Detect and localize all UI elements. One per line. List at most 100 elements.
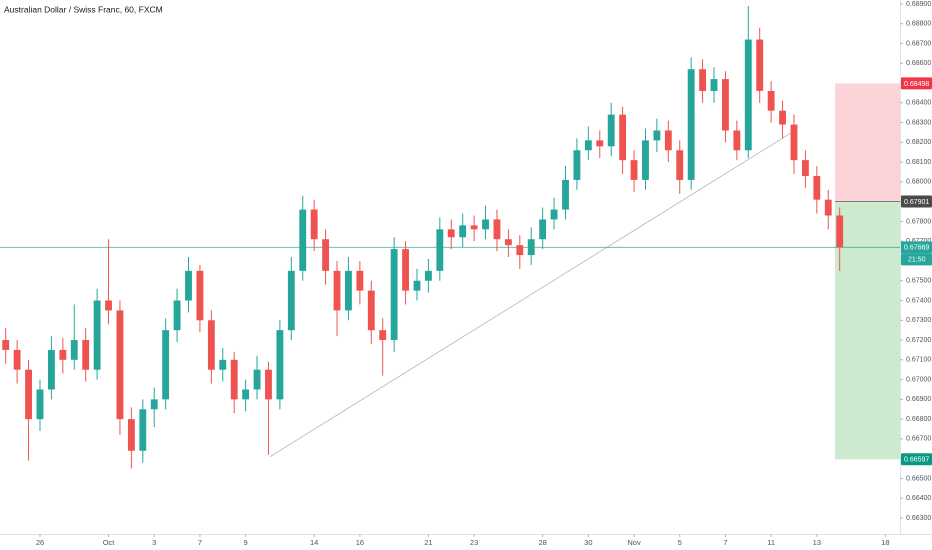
entry-price-tag-bg	[901, 195, 932, 208]
candle-body	[299, 209, 307, 271]
candle-body	[230, 359, 238, 400]
candle-body	[242, 389, 250, 400]
stop-box	[835, 83, 900, 202]
target-price-tag-bg	[901, 453, 932, 466]
candle-body	[345, 270, 352, 311]
overlay-layer: 0.68498 0.67901 0.66597 0.67669 21:50	[901, 77, 932, 466]
candle-body	[539, 219, 547, 240]
countdown: 21:50	[908, 257, 926, 264]
candle-body	[619, 114, 627, 161]
candles	[2, 5, 844, 469]
candle-body	[253, 369, 261, 390]
y-tick-label: 0.66400	[906, 495, 931, 502]
y-tick-label: 0.68300	[906, 119, 931, 126]
candle-body	[424, 270, 432, 281]
candle-body	[767, 90, 775, 111]
y-tick-label: 0.67400	[906, 297, 931, 304]
candle-body	[470, 225, 478, 230]
candle-body	[150, 399, 158, 410]
y-tick-label: 0.66900	[906, 396, 931, 403]
candle-body	[310, 209, 318, 240]
candle-body	[687, 69, 695, 180]
x-tick-label: 9	[244, 538, 248, 547]
candle-body	[25, 369, 32, 420]
candle-body	[379, 330, 387, 341]
candle-body	[813, 175, 821, 200]
candle-body	[607, 114, 615, 147]
y-tick-label: 0.67200	[906, 337, 931, 344]
candle-body	[596, 140, 604, 147]
candle-body	[573, 150, 581, 180]
candle-body	[93, 300, 101, 370]
x-tick-label: 23	[470, 538, 478, 547]
candle-body	[13, 349, 21, 370]
stop-price-tag-bg	[901, 77, 932, 90]
x-tick-label: 7	[198, 538, 202, 547]
candle-body	[562, 179, 569, 210]
candle-body	[276, 330, 284, 400]
candle-body	[584, 140, 592, 151]
candle-body	[70, 340, 78, 360]
countdown-bg	[901, 253, 932, 266]
candle-body	[139, 409, 147, 451]
y-tick-label: 0.68600	[906, 60, 931, 67]
candle-body	[333, 270, 341, 311]
candle-body	[779, 110, 786, 125]
y-tick-label: 0.66800	[906, 416, 931, 423]
y-tick-label: 0.67000	[906, 376, 931, 383]
candle-body	[527, 239, 535, 256]
y-tick-label: 0.68900	[906, 1, 931, 8]
x-tick-label: 16	[356, 538, 364, 547]
y-tick-label: 0.68800	[906, 21, 931, 28]
y-tick-label: 0.67500	[906, 278, 931, 285]
stop-price-tag: 0.68498	[904, 81, 929, 88]
candle-body	[116, 310, 124, 420]
candle-body	[413, 280, 421, 291]
trend-line	[269, 132, 792, 458]
candle-body	[630, 160, 638, 180]
current-price-tag: 0.67669	[904, 245, 929, 252]
candle-body	[173, 300, 181, 331]
target-price-tag: 0.66597	[904, 457, 929, 464]
candle-body	[482, 219, 489, 230]
x-tick-label: 11	[767, 538, 775, 547]
candle-body	[265, 369, 272, 400]
x-tick-label: 3	[152, 538, 156, 547]
candle-body	[436, 229, 444, 271]
candle-body	[504, 239, 512, 246]
candle-body	[162, 330, 170, 400]
x-tick-label: 30	[584, 538, 592, 547]
current-price-tag-bg	[901, 241, 932, 254]
candle-body	[550, 209, 558, 220]
y-tick-label: 0.68400	[906, 100, 931, 107]
candle-body	[36, 389, 44, 420]
y-tick-label: 0.68100	[906, 159, 931, 166]
candle-body	[733, 130, 741, 151]
candle-body	[756, 39, 764, 91]
candle-body	[493, 219, 501, 240]
y-tick-label: 0.67300	[906, 317, 931, 324]
x-tick-label: 13	[813, 538, 821, 547]
candle-body	[207, 320, 215, 370]
x-tick-label: 5	[678, 538, 682, 547]
candle-body	[722, 79, 729, 131]
y-tick-label: 0.68700	[906, 40, 931, 47]
candle-body	[699, 69, 707, 91]
candle-body	[287, 270, 295, 331]
candle-body	[196, 270, 204, 321]
candle-body	[642, 140, 649, 180]
y-tick-label: 0.66500	[906, 475, 931, 482]
candle-body	[447, 229, 455, 238]
entry-price-tag: 0.67901	[904, 199, 929, 206]
candle-body	[676, 150, 684, 180]
x-tick-label: 14	[310, 538, 318, 547]
y-tick-label: 0.67800	[906, 218, 931, 225]
candle-body	[744, 39, 752, 151]
candle-body	[801, 160, 809, 176]
candle-body	[790, 124, 798, 161]
y-tick-label: 0.68200	[906, 139, 931, 146]
candle-body	[367, 290, 375, 331]
x-tick-label: Nov	[627, 538, 641, 547]
candle-body	[459, 225, 467, 238]
